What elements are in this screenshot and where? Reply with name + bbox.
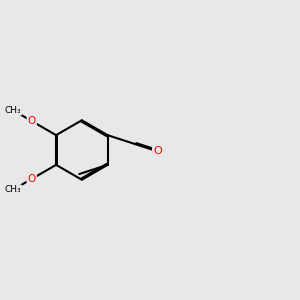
Text: O: O [28,116,36,126]
Text: CH₃: CH₃ [4,185,21,194]
Text: CH₃: CH₃ [4,106,21,115]
Text: O: O [153,146,162,156]
Text: O: O [28,174,36,184]
